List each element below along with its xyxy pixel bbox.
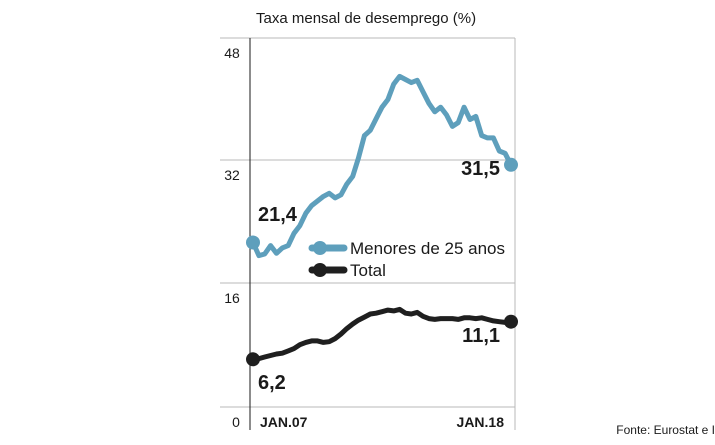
annotation-total-end: 11,1 <box>462 325 500 347</box>
source-note: Fonte: Eurostat e I <box>616 423 715 437</box>
y-tick-16: 16 <box>224 290 240 306</box>
legend-marker-youth <box>313 241 327 255</box>
series-youth-end-point <box>504 157 518 172</box>
legend-marker-total <box>313 263 327 277</box>
series-total-start-point <box>246 352 260 367</box>
grid <box>220 37 516 430</box>
annotation-youth-start: 21,4 <box>258 204 298 226</box>
series-line-youth <box>250 73 514 259</box>
series-youth-start-point <box>246 235 260 250</box>
series-layer <box>246 73 518 367</box>
legend-label-youth: Menores de 25 anos <box>350 239 505 258</box>
series-total-end-point <box>504 314 518 329</box>
legend-label-total: Total <box>350 261 386 280</box>
y-tick-0: 0 <box>232 414 240 430</box>
x-tick-end: JAN.18 <box>457 414 505 430</box>
x-tick-start: JAN.07 <box>260 414 308 430</box>
annotation-youth-end: 31,5 <box>461 158 500 180</box>
chart-title: Taxa mensal de desemprego (%) <box>256 10 476 27</box>
series-line-total <box>250 306 514 362</box>
annotation-total-start: 6,2 <box>258 372 286 394</box>
legend: Menores de 25 anos Total <box>308 239 505 280</box>
y-tick-48: 48 <box>224 45 240 61</box>
y-tick-32: 32 <box>224 167 240 183</box>
